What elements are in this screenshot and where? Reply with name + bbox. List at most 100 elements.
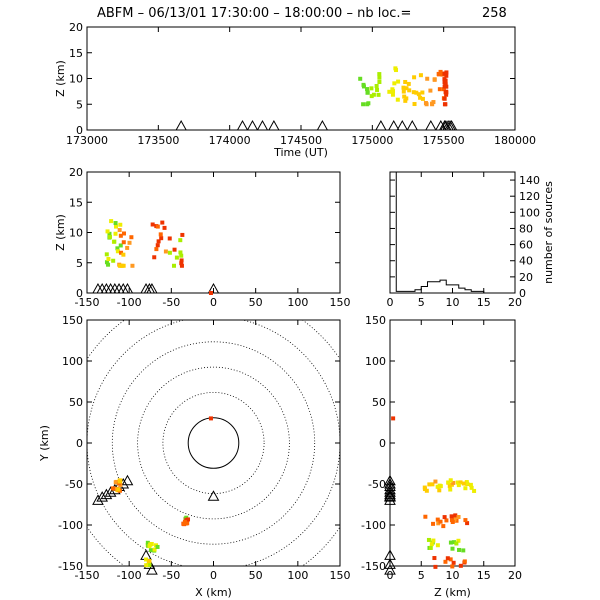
source-point [450, 519, 455, 524]
source-point [361, 84, 366, 89]
range-ring [187, 417, 240, 469]
source-point [393, 66, 398, 71]
source-point [407, 88, 412, 93]
station-marker [146, 564, 158, 575]
source-point [180, 232, 185, 237]
source-point [377, 80, 382, 85]
station-marker [375, 119, 387, 131]
y-tick-label: 60 [519, 239, 533, 252]
source-point [443, 102, 448, 107]
station-marker [384, 490, 396, 501]
x-tick-label: 0 [210, 569, 217, 582]
source-point [436, 521, 441, 526]
source-point [423, 514, 428, 519]
station-marker [384, 486, 396, 497]
source-point [155, 224, 160, 229]
station-marker [92, 494, 104, 505]
source-point [406, 81, 411, 86]
y-tick-label: 0 [379, 437, 386, 450]
source-point [158, 232, 163, 237]
source-point [444, 518, 449, 523]
source-point [441, 524, 446, 529]
source-point [461, 548, 466, 553]
source-point [115, 246, 120, 251]
station-marker [387, 119, 400, 131]
plan-view-frame [86, 319, 341, 567]
source-point [395, 97, 400, 102]
source-point [179, 261, 184, 266]
source-point [444, 92, 449, 97]
source-count: 258 [482, 6, 507, 21]
source-point [121, 263, 126, 268]
source-point [178, 250, 183, 255]
source-point [431, 521, 436, 526]
height-y-panel: 0 5 10 15 20 -150 -100 -50 0 50 100 150 Z (km) [361, 314, 522, 599]
source-point [444, 73, 449, 78]
station-marker [384, 483, 396, 495]
source-point [429, 101, 434, 106]
y-tick-label: 5 [76, 257, 83, 270]
source-point [416, 92, 421, 97]
source-point [437, 87, 442, 92]
y-tick-label: 20 [519, 271, 533, 284]
y-tick-label: 50 [69, 396, 83, 409]
source-point [113, 224, 118, 229]
source-point [167, 236, 172, 241]
x-tick-label: 10 [446, 296, 460, 309]
x-tick-label: 174000 [209, 134, 251, 147]
source-point [163, 249, 168, 254]
source-point [451, 480, 456, 485]
source-point [110, 486, 115, 491]
source-point [171, 263, 176, 268]
source-point [436, 72, 441, 77]
source-point [452, 540, 457, 545]
source-point [147, 563, 152, 568]
source-point [396, 79, 401, 84]
source-point [412, 102, 417, 107]
station-marker [207, 282, 220, 294]
x-tick-label: -50 [162, 569, 180, 582]
source-point [456, 538, 461, 543]
source-point [428, 545, 433, 550]
source-point [457, 547, 462, 552]
range-ring [111, 341, 316, 545]
station-marker [316, 119, 329, 131]
x-axis-label: X (km) [195, 586, 232, 599]
station-marker [96, 491, 109, 502]
source-point [404, 86, 409, 91]
source-point [148, 542, 153, 547]
source-point [365, 87, 370, 92]
source-point [456, 514, 461, 519]
source-point [104, 252, 109, 257]
source-point [144, 563, 149, 568]
x-tick-label: 50 [249, 296, 263, 309]
source-point [448, 540, 453, 545]
source-point [208, 416, 213, 421]
source-point [412, 75, 417, 80]
source-point [121, 240, 126, 245]
source-point [418, 73, 423, 78]
source-point [424, 102, 429, 107]
y-axis-label: Z (km) [54, 214, 67, 251]
source-point [109, 219, 114, 224]
source-point [391, 416, 396, 421]
source-point [374, 84, 379, 89]
x-tick-label: 10 [446, 569, 460, 582]
y-tick-label: 0 [519, 287, 526, 300]
source-point [387, 89, 392, 94]
source-point [428, 88, 433, 93]
y-tick-label: 100 [62, 355, 83, 368]
y-tick-label: -150 [361, 560, 386, 573]
source-point [432, 556, 437, 561]
source-point [179, 258, 184, 263]
x-tick-label: -150 [75, 569, 100, 582]
source-point [435, 517, 440, 522]
range-ring [87, 320, 340, 566]
source-point [411, 90, 416, 95]
y-tick-label: 100 [365, 355, 386, 368]
station-marker [384, 477, 396, 489]
source-point [365, 90, 370, 95]
y-tick-label: 15 [69, 47, 83, 60]
